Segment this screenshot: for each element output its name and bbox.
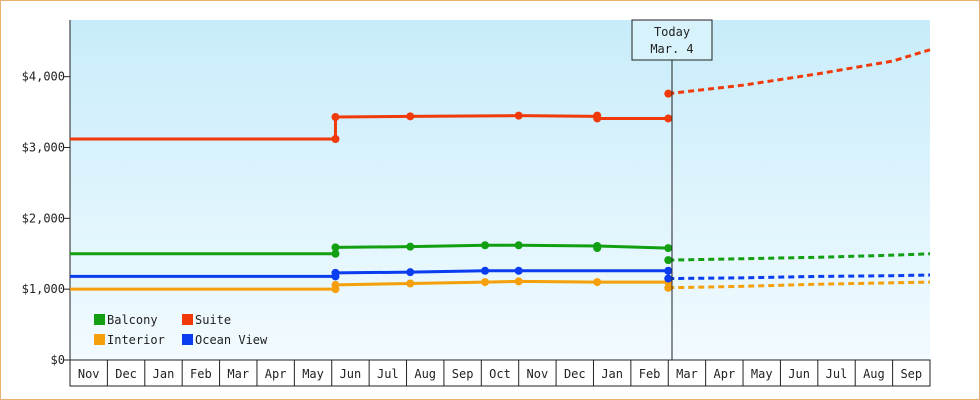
- data-point: [406, 112, 415, 121]
- today-label: Today: [654, 25, 690, 39]
- data-point: [406, 268, 415, 277]
- y-axis: $0 $1,000 $2,000 $3,000 $4,000: [22, 20, 71, 367]
- series-suite: [70, 48, 931, 143]
- legend-label: Suite: [195, 313, 231, 327]
- series-ocean-view: [70, 266, 931, 283]
- x-tick-label: Jun: [788, 367, 810, 381]
- x-tick-label: May: [302, 367, 324, 381]
- x-tick-label: Jun: [340, 367, 362, 381]
- x-axis-band: [69, 359, 931, 387]
- x-tick-label: Aug: [414, 367, 436, 381]
- x-tick-label: Nov: [78, 367, 100, 381]
- x-axis: Nov Dec Jan Feb Mar Apr May Jun Jul Aug Sep Oct Nov D…: [69, 359, 931, 387]
- y-tick-label: $0: [51, 353, 65, 367]
- data-point: [664, 89, 673, 98]
- legend-swatch: [94, 314, 105, 325]
- data-point: [481, 266, 490, 275]
- y-tick-label: $3,000: [22, 141, 65, 155]
- x-tick-label: Sep: [452, 367, 474, 381]
- today-marker: Today Mar. 4: [631, 19, 713, 360]
- data-point: [664, 114, 673, 123]
- data-point: [331, 113, 340, 122]
- data-point: [664, 283, 673, 292]
- y-tick-label: $1,000: [22, 282, 65, 296]
- data-point: [331, 249, 340, 258]
- data-point: [593, 244, 602, 253]
- x-tick-label: Jul: [377, 367, 399, 381]
- x-tick-label: May: [751, 367, 773, 381]
- data-point: [406, 279, 415, 288]
- legend-swatch: [94, 334, 105, 345]
- series-layer: [70, 48, 931, 294]
- x-tick-label: Feb: [639, 367, 661, 381]
- data-point: [593, 278, 602, 287]
- today-box: [631, 19, 713, 61]
- data-point: [481, 241, 490, 250]
- x-tick-label: Mar: [227, 367, 249, 381]
- data-point: [406, 242, 415, 251]
- plot-background: [70, 20, 930, 360]
- data-point: [331, 268, 340, 277]
- data-point: [593, 114, 602, 123]
- legend-label: Interior: [107, 333, 165, 347]
- x-tick-label: Jul: [826, 367, 848, 381]
- x-tick-label: Feb: [190, 367, 212, 381]
- legend-swatch: [182, 334, 193, 345]
- x-tick-label: Jan: [601, 367, 623, 381]
- data-point: [514, 111, 523, 120]
- x-tick-label: Nov: [527, 367, 549, 381]
- x-tick-label: Jan: [153, 367, 175, 381]
- data-point: [664, 274, 673, 283]
- x-tick-label: Apr: [265, 367, 287, 381]
- data-point: [664, 266, 673, 275]
- data-point: [514, 266, 523, 275]
- x-tick-label: Mar: [676, 367, 698, 381]
- data-point: [331, 243, 340, 252]
- forecast-line: [668, 48, 931, 96]
- series-balcony: [70, 241, 931, 265]
- legend: Balcony Suite Interior Ocean View: [94, 313, 268, 347]
- today-date: Mar. 4: [650, 42, 693, 56]
- x-tick-label: Sep: [900, 367, 922, 381]
- data-point: [481, 278, 490, 287]
- x-tick-label: Aug: [863, 367, 885, 381]
- y-tick-label: $2,000: [22, 211, 65, 225]
- legend-label: Balcony: [107, 313, 158, 327]
- x-tick-label: Dec: [564, 367, 586, 381]
- y-tick-label: $4,000: [22, 70, 65, 84]
- data-point: [514, 241, 523, 250]
- data-point: [514, 277, 523, 286]
- legend-swatch: [182, 314, 193, 325]
- x-tick-label: Apr: [714, 367, 736, 381]
- x-tick-label: Oct: [489, 367, 511, 381]
- data-point: [664, 256, 673, 265]
- legend-label: Ocean View: [195, 333, 268, 347]
- data-point: [664, 244, 673, 253]
- x-tick-label: Dec: [115, 367, 137, 381]
- data-point: [331, 135, 340, 143]
- data-point: [331, 280, 340, 289]
